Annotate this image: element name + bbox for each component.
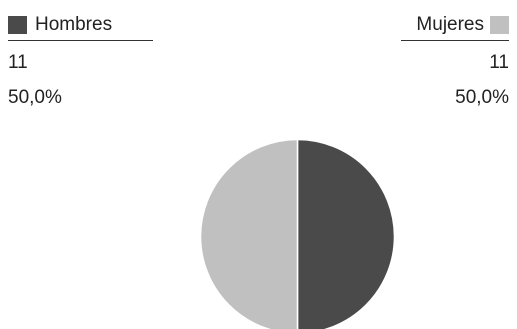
pie-slice-mujeres xyxy=(199,138,299,329)
legend-mujeres-count: 11 xyxy=(489,52,509,73)
legend-mujeres-percent: 50,0% xyxy=(455,87,509,108)
pie-svg xyxy=(199,138,396,329)
pie-slice-hombres xyxy=(296,138,396,329)
legend-mujeres: Mujeres 11 50,0% xyxy=(401,10,509,111)
legend-hombres-label: Hombres xyxy=(35,14,113,35)
legend-hombres-count: 11 xyxy=(8,52,28,73)
legend-hombres: Hombres 11 50,0% xyxy=(8,10,153,111)
legend-hombres-percent: 50,0% xyxy=(8,87,62,108)
legend-mujeres-header: Mujeres xyxy=(401,10,509,41)
legend-mujeres-label: Mujeres xyxy=(416,14,484,35)
legend-hombres-swatch xyxy=(8,16,27,34)
legend-hombres-header: Hombres xyxy=(8,10,153,41)
pie-chart xyxy=(199,138,396,329)
legend-mujeres-swatch xyxy=(490,16,509,34)
